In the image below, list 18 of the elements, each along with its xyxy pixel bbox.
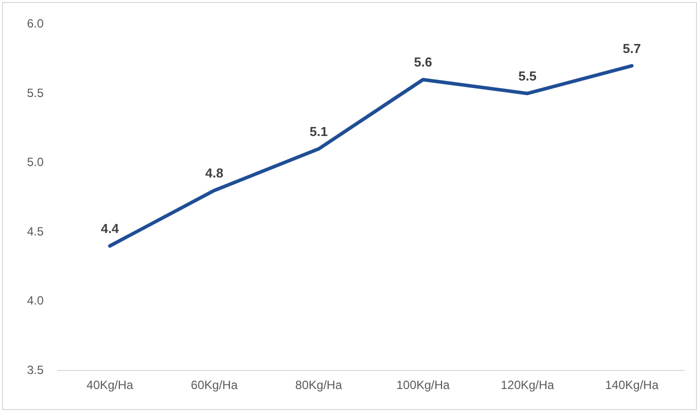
data-label: 4.8 bbox=[205, 166, 224, 181]
y-tick-label: 3.5 bbox=[26, 362, 44, 377]
data-label: 5.1 bbox=[310, 124, 328, 139]
data-label: 5.7 bbox=[622, 40, 641, 56]
x-tick-label: 100Kg/Ha bbox=[396, 378, 450, 392]
x-tick-label: 60Kg/Ha bbox=[190, 378, 238, 392]
x-tick-label: 80Kg/Ha bbox=[295, 378, 342, 392]
x-tick-label: 40Kg/Ha bbox=[86, 378, 134, 392]
y-tick-label: 5.0 bbox=[26, 155, 44, 170]
y-tick-label: 5.5 bbox=[26, 86, 44, 100]
y-tick-label: 4.0 bbox=[26, 294, 44, 308]
x-tick-label: 140Kg/Ha bbox=[605, 378, 659, 392]
data-label: 5.6 bbox=[414, 54, 432, 70]
data-label: 5.5 bbox=[518, 68, 536, 84]
y-tick-label: 6.0 bbox=[26, 16, 44, 31]
y-tick-label: 4.5 bbox=[26, 224, 44, 238]
x-tick-label: 120Kg/Ha bbox=[500, 378, 554, 392]
data-label: 4.4 bbox=[100, 220, 120, 236]
